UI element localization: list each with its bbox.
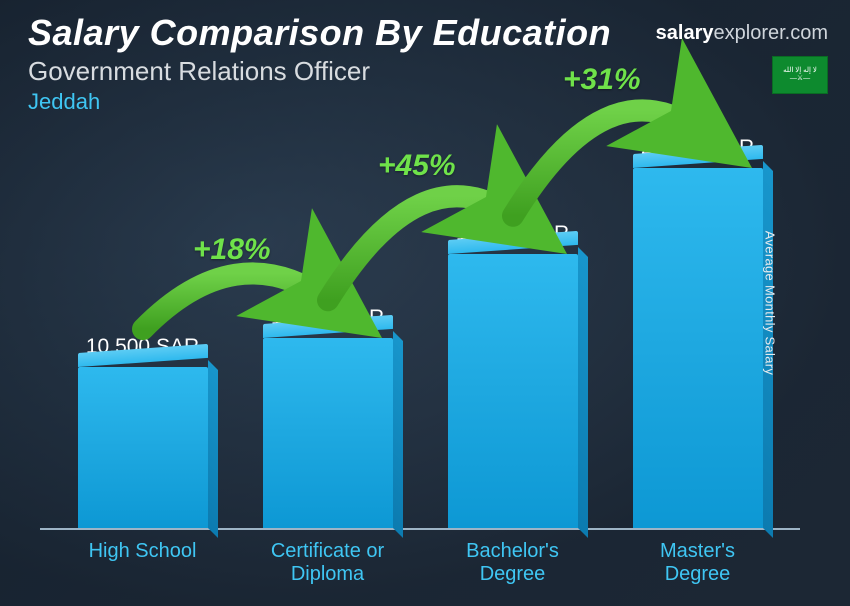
bars-container: 10,500 SAR12,400 SAR17,900 SAR23,500 SAR xyxy=(40,130,800,530)
chart-location: Jeddah xyxy=(28,89,830,115)
bar-wrap: 17,900 SAR xyxy=(420,222,605,528)
bar xyxy=(633,168,763,528)
x-label: High School xyxy=(50,534,235,588)
x-label: Master'sDegree xyxy=(605,534,790,588)
bar xyxy=(263,338,393,528)
bar xyxy=(448,254,578,528)
x-label: Certificate orDiploma xyxy=(235,534,420,588)
brand-logo: salaryexplorer.com xyxy=(656,22,828,45)
brand-bold: salary xyxy=(656,22,714,44)
brand-light: explorer xyxy=(714,22,785,44)
y-axis-label: Average Monthly Salary xyxy=(762,231,777,375)
x-label: Bachelor'sDegree xyxy=(420,534,605,588)
bar xyxy=(78,367,208,528)
increase-label: +18% xyxy=(193,233,271,267)
increase-label: +45% xyxy=(378,149,456,183)
brand-suffix: .com xyxy=(785,22,828,44)
bar-wrap: 10,500 SAR xyxy=(50,335,235,528)
bar-wrap: 12,400 SAR xyxy=(235,306,420,528)
x-labels: High SchoolCertificate orDiplomaBachelor… xyxy=(40,534,800,588)
flag-text: لا إله إلا الله —⚔— xyxy=(783,67,817,82)
chart-subtitle: Government Relations Officer xyxy=(28,56,830,87)
country-flag-icon: لا إله إلا الله —⚔— xyxy=(772,56,828,94)
